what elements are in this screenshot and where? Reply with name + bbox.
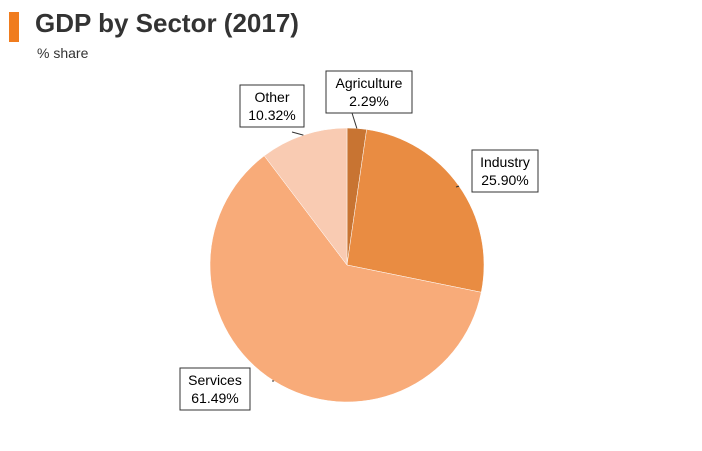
label-box (471, 149, 539, 193)
slice-label-other: Other 10.32% (239, 84, 305, 136)
slice-name-label: Other (254, 89, 289, 105)
pie-slice-industry (346, 129, 485, 293)
slice-name-label: Agriculture (336, 75, 403, 91)
pie-labels: Agriculture 2.29% Industry 25.90% Services 61… (179, 70, 539, 411)
leader-line (351, 112, 358, 129)
leader-line (455, 185, 460, 188)
pie-slice-services (209, 155, 482, 403)
slice-label-services: Services 61.49% (179, 367, 275, 411)
label-box (325, 70, 413, 114)
slice-label-agriculture: Agriculture 2.29% (325, 70, 413, 129)
label-box (239, 84, 305, 128)
slice-value-label: 61.49% (191, 390, 238, 406)
slice-value-label: 25.90% (481, 172, 528, 188)
title-accent-bar (9, 12, 19, 42)
slice-label-industry: Industry 25.90% (455, 149, 539, 193)
chart-title: GDP by Sector (2017) (35, 8, 299, 38)
leader-line (291, 131, 304, 136)
slice-name-label: Services (188, 372, 242, 388)
pie-slices (209, 127, 485, 403)
slice-name-label: Industry (480, 154, 530, 170)
label-box (179, 367, 251, 411)
slice-value-label: 10.32% (248, 107, 295, 123)
chart-subtitle: % share (37, 45, 89, 61)
slice-value-label: 2.29% (349, 93, 389, 109)
